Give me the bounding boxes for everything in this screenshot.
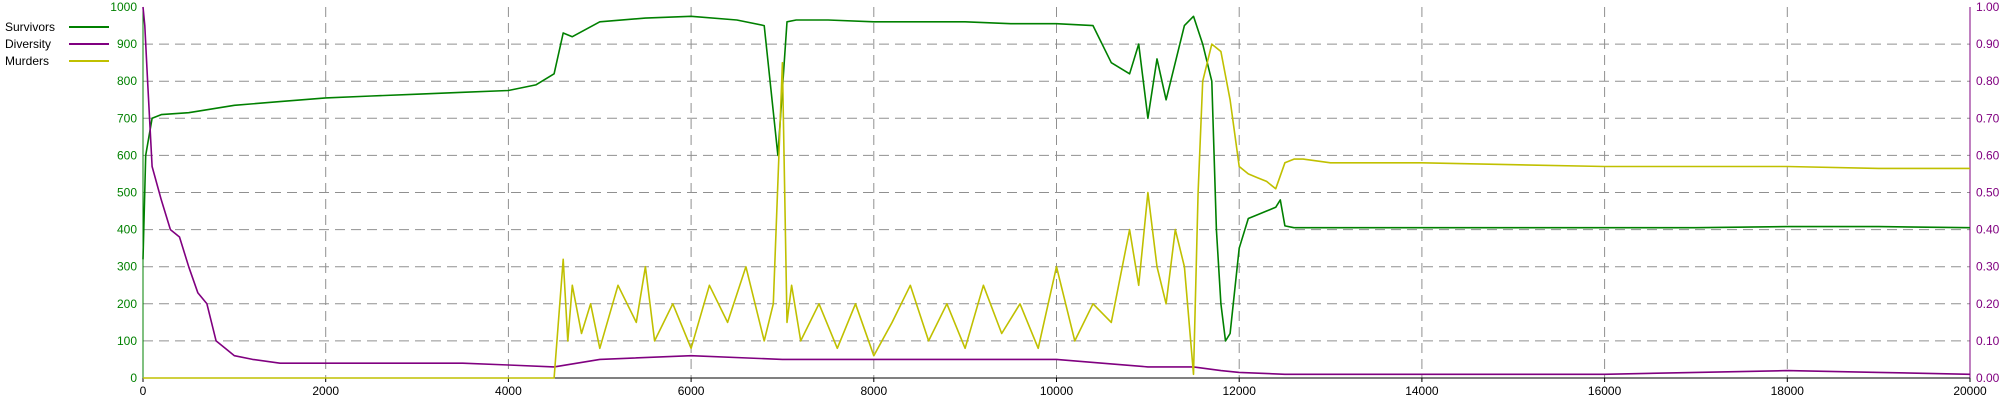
y-left-tick-label: 800 [117,74,137,88]
y-right-tick-label: 0.60 [1976,148,2000,162]
y-left-tick-label: 300 [117,260,137,274]
legend-item-survivors: Survivors [5,18,109,35]
y-left-tick-label: 1000 [110,0,137,14]
y-right-tick-label: 0.00 [1976,371,2000,385]
y-left-tick-label: 0 [130,371,137,385]
legend-swatch [69,59,109,62]
x-tick-label: 20000 [1953,384,1987,398]
x-tick-label: 2000 [312,384,339,398]
y-left-tick-label: 700 [117,111,137,125]
series-line-murders [143,43,1970,379]
y-left-tick-label: 100 [117,334,137,348]
y-right-tick-label: 1.00 [1976,0,2000,14]
y-left-tick-label: 200 [117,297,137,311]
x-tick-label: 14000 [1405,384,1439,398]
y-right-tick-label: 0.80 [1976,74,2000,88]
y-right-tick-label: 0.50 [1976,186,2000,200]
legend-label: Survivors [5,19,56,34]
y-right-tick-label: 0.70 [1976,111,2000,125]
legend-item-murders: Murders [5,52,109,69]
x-tick-label: 16000 [1588,384,1622,398]
legend-item-diversity: Diversity [5,35,109,52]
series-line-diversity [142,6,1971,376]
legend-label: Murders [5,53,50,68]
x-tick-label: 4000 [495,384,522,398]
y-right-tick-label: 0.30 [1976,260,2000,274]
legend-swatch [69,42,109,45]
x-tick-label: 8000 [860,384,887,398]
y-left-tick-label: 500 [117,186,137,200]
y-right-tick-label: 0.40 [1976,223,2000,237]
x-tick-label: 10000 [1040,384,1074,398]
x-tick-label: 12000 [1223,384,1257,398]
y-left-tick-label: 400 [117,223,137,237]
y-right-tick-label: 0.20 [1976,297,2000,311]
x-tick-label: 6000 [678,384,705,398]
series-line-survivors [142,15,1971,342]
legend-swatch [69,25,109,28]
y-left-tick-label: 900 [117,37,137,51]
y-right-tick-label: 0.90 [1976,37,2000,51]
x-tick-label: 18000 [1771,384,1805,398]
y-left-tick-label: 600 [117,148,137,162]
legend: Survivors Diversity Murders [5,18,109,69]
legend-label: Diversity [5,36,52,51]
x-tick-label: 0 [140,384,147,398]
y-right-tick-label: 0.10 [1976,334,2000,348]
